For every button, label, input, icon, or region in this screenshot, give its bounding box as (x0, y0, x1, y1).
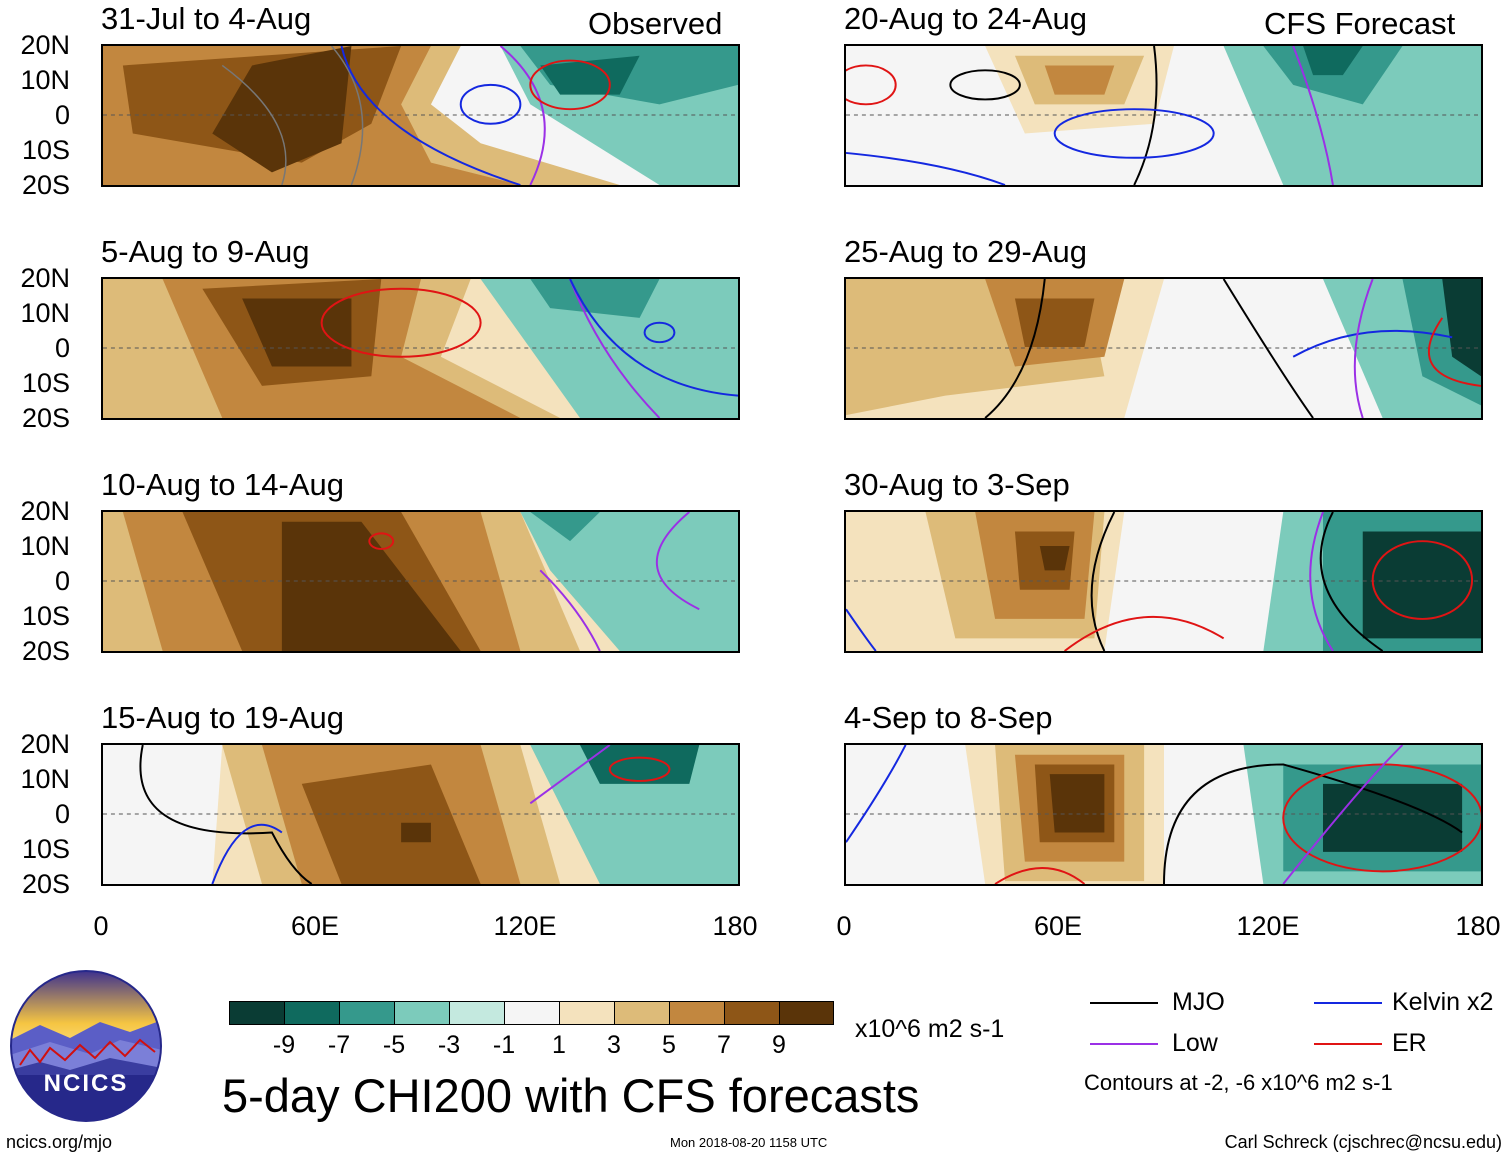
contours-note: Contours at -2, -6 x10^6 m2 s-1 (1084, 1070, 1393, 1095)
lon-label: 0 (93, 911, 109, 941)
lon-label: 120E (1236, 911, 1300, 941)
footer-url[interactable]: ncics.org/mjo (6, 1132, 113, 1152)
map-panel-left-4 (101, 743, 740, 886)
lon-label: 180 (1455, 911, 1501, 941)
legend-label-kelvin: Kelvin x2 (1392, 988, 1494, 1016)
colorbar-label: 9 (772, 1031, 786, 1059)
legend-label-er: ER (1392, 1029, 1427, 1057)
panel-title-right-1: 20-Aug to 24-Aug (844, 1, 1088, 36)
footer-date: Mon 2018-08-20 1158 UTC (670, 1135, 828, 1150)
colorbar-label: -3 (437, 1031, 461, 1059)
lat-label: 10S (21, 135, 70, 165)
colorbar-label: -5 (382, 1031, 406, 1059)
lat-label: 20N (20, 496, 70, 526)
panel-title-left-4: 15-Aug to 19-Aug (101, 700, 345, 735)
colorbar-swatch (284, 1001, 340, 1025)
legend-line-er (1314, 1043, 1382, 1045)
panel-title-left-3: 10-Aug to 14-Aug (101, 467, 345, 502)
map-panel-right-4 (844, 743, 1483, 886)
panel-title-left-2: 5-Aug to 9-Aug (101, 234, 310, 269)
lat-label: 20N (20, 263, 70, 293)
lat-label: 0 (54, 566, 70, 596)
lat-label: 0 (54, 799, 70, 829)
colorbar-swatch (229, 1001, 285, 1025)
panel-title-right-2: 25-Aug to 29-Aug (844, 234, 1088, 269)
colorbar-units: x10^6 m2 s-1 (855, 1015, 1005, 1043)
colorbar-swatch (779, 1001, 834, 1025)
lat-label: 0 (54, 100, 70, 130)
colorbar-label: -9 (272, 1031, 296, 1059)
lat-label: 20N (20, 729, 70, 759)
map-panel-left-2 (101, 277, 740, 420)
chi200-field (103, 745, 738, 884)
footer-credit: Carl Schreck (cjschrec@ncsu.edu) (1224, 1132, 1502, 1152)
lat-label: 10N (20, 531, 70, 561)
lat-label: 10S (21, 601, 70, 631)
colorbar-swatch (559, 1001, 615, 1025)
colorbar-swatch (504, 1001, 560, 1025)
ncics-logo: NCICS (10, 970, 162, 1122)
chi200-field (846, 745, 1481, 884)
colorbar-swatch (449, 1001, 505, 1025)
colorbar: -9 -7 -5 -3 -1 1 3 5 7 9 (229, 1001, 834, 1059)
lat-label: 10N (20, 764, 70, 794)
chi200-field (103, 46, 738, 185)
map-panel-right-3 (844, 510, 1483, 653)
lat-label: 10S (21, 368, 70, 398)
legend-line-low (1090, 1043, 1158, 1045)
logo-text: NCICS (43, 1070, 129, 1097)
colorbar-swatch (339, 1001, 395, 1025)
lon-label: 120E (493, 911, 557, 941)
colorbar-label: -7 (327, 1031, 351, 1059)
map-panel-left-1 (101, 44, 740, 187)
colorbar-label: 5 (662, 1031, 676, 1059)
chi200-field (846, 46, 1481, 185)
lon-label: 60E (1033, 911, 1083, 941)
lon-label: 180 (712, 911, 758, 941)
legend-line-mjo (1090, 1002, 1158, 1004)
lon-label: 60E (290, 911, 340, 941)
colorbar-swatch (394, 1001, 450, 1025)
colorbar-swatch (724, 1001, 780, 1025)
lat-label: 20S (21, 170, 70, 200)
colorbar-swatch (614, 1001, 670, 1025)
main-title: 5-day CHI200 with CFS forecasts (222, 1069, 920, 1122)
colorbar-label: 1 (552, 1031, 566, 1059)
map-panel-right-2 (844, 277, 1483, 420)
map-panel-left-3 (101, 510, 740, 653)
colorbar-label: 7 (717, 1031, 731, 1059)
lat-label: 10S (21, 834, 70, 864)
lat-label: 10N (20, 298, 70, 328)
lat-label: 20S (21, 869, 70, 899)
lon-label: 0 (836, 911, 852, 941)
colorbar-swatch (669, 1001, 725, 1025)
legend-label-mjo: MJO (1172, 988, 1225, 1016)
chi200-field (846, 512, 1481, 651)
observed-label: Observed (588, 6, 723, 41)
legend-label-low: Low (1172, 1029, 1218, 1057)
chi200-field (103, 279, 738, 418)
lat-label: 0 (54, 333, 70, 363)
chi200-field (103, 512, 738, 651)
panel-title-left-1: 31-Jul to 4-Aug (101, 1, 312, 36)
forecast-label: CFS Forecast (1264, 6, 1456, 41)
lat-label: 20S (21, 403, 70, 433)
map-panel-right-1 (844, 44, 1483, 187)
lat-label: 20S (21, 636, 70, 666)
lat-label: 20N (20, 30, 70, 60)
panel-title-right-4: 4-Sep to 8-Sep (844, 700, 1053, 735)
chi200-field (846, 279, 1481, 418)
lat-label: 10N (20, 65, 70, 95)
legend-line-kelvin (1314, 1002, 1382, 1004)
colorbar-label: -1 (492, 1031, 516, 1059)
colorbar-label: 3 (607, 1031, 621, 1059)
ncics-logo-icon (10, 970, 162, 1122)
panel-title-right-3: 30-Aug to 3-Sep (844, 467, 1070, 502)
